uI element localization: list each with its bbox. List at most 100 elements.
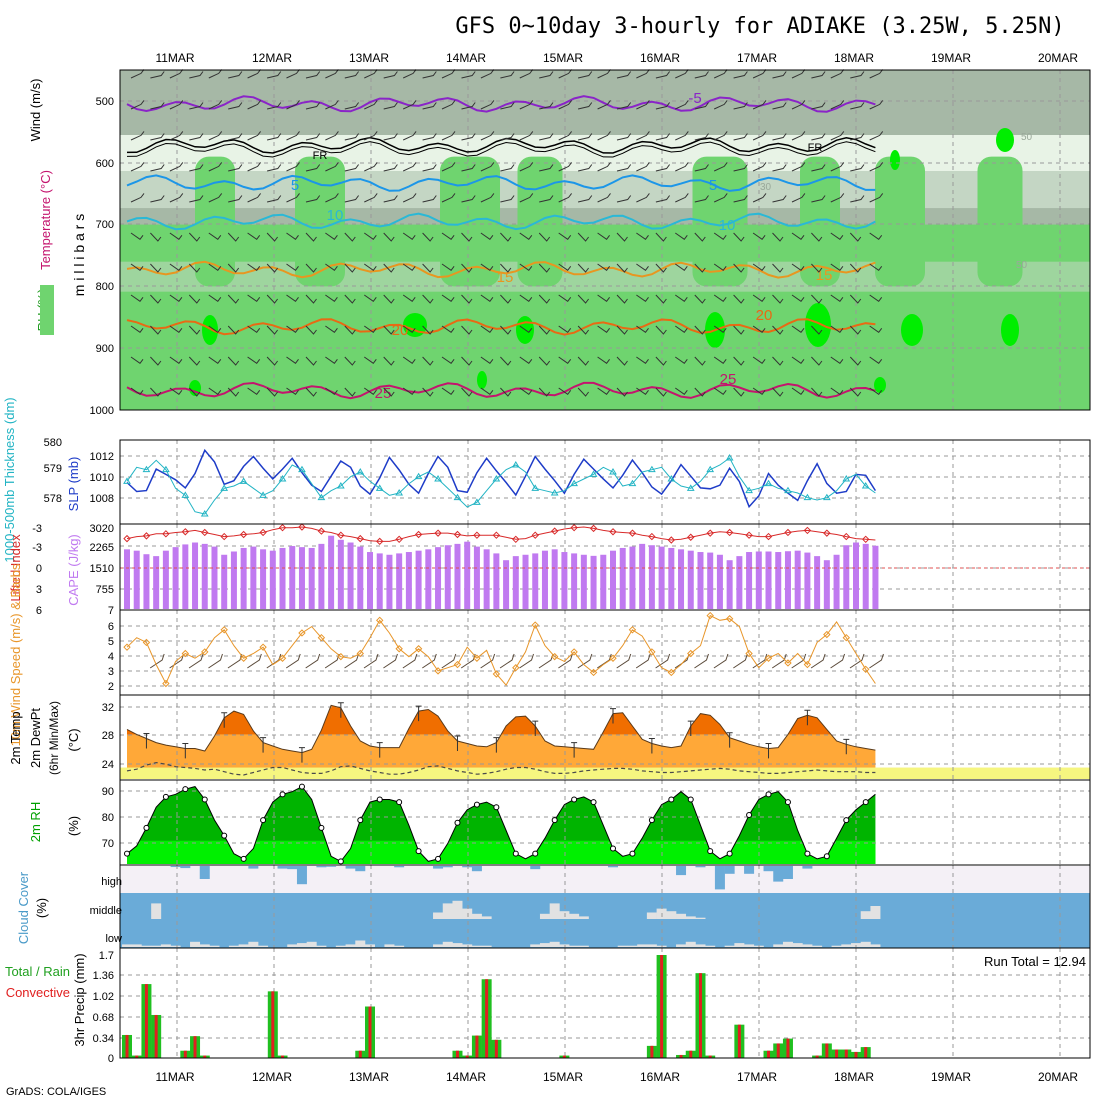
cloud-high-bar-20 xyxy=(316,866,327,868)
precip-convective-bar-25 xyxy=(368,1006,372,1058)
wind-barb xyxy=(402,263,416,271)
rh2-point-2 xyxy=(143,824,150,831)
precip-legend-total: Total / Rain xyxy=(5,964,70,979)
wind-barb xyxy=(227,356,240,366)
wind-barb xyxy=(772,356,784,366)
cloud-high-bar-13 xyxy=(248,866,259,869)
rh-blob-2 xyxy=(403,313,427,337)
lifted-index-point-34 xyxy=(453,530,462,539)
wind-barb xyxy=(577,232,589,242)
wind-barb xyxy=(422,294,434,304)
cloud-high-bar-32 xyxy=(433,866,444,869)
upper-air-legend-2: Wind (m/s) xyxy=(28,79,43,142)
wind-barb xyxy=(189,102,204,110)
cape-bar-63 xyxy=(736,556,743,609)
thickness-point-66 xyxy=(764,479,773,487)
wind-barb xyxy=(597,162,611,172)
slp-line xyxy=(126,448,877,509)
surface-wind-barb-37 xyxy=(480,653,496,669)
isotherm--5 xyxy=(126,95,876,113)
rh2-ytick-1: 80 xyxy=(102,812,114,824)
cloud-low-gap-19 xyxy=(306,941,317,947)
wind-barb xyxy=(480,131,495,141)
rh2-point-52 xyxy=(629,850,636,857)
wind-barb xyxy=(208,325,222,333)
rh-band-moist xyxy=(120,224,1090,410)
wind-speed-point-62 xyxy=(725,615,734,623)
wind-barb xyxy=(733,294,745,304)
wind-barb xyxy=(344,294,356,304)
wind-barb xyxy=(811,232,823,242)
thickness-point-56 xyxy=(667,475,676,482)
wind-barb xyxy=(441,193,456,203)
thickness-point-58 xyxy=(686,484,695,491)
wind-barb xyxy=(752,100,767,110)
surface-wind-barb-63 xyxy=(733,653,748,669)
wind-barb xyxy=(791,387,805,395)
date-label-top-9: 20MAR xyxy=(1038,51,1078,65)
rh2-point-46 xyxy=(571,796,578,803)
wind-barb xyxy=(266,356,278,366)
wind-barb xyxy=(558,387,572,395)
thickness-ytick-1: 579 xyxy=(44,463,62,475)
wind-barb xyxy=(130,387,144,395)
surface-wind-barb-45 xyxy=(558,653,573,669)
wind-barb xyxy=(713,100,728,110)
cape-bar-3 xyxy=(153,556,160,609)
wind-barb xyxy=(830,131,845,141)
rh2-point-20 xyxy=(318,824,325,831)
surface-wind-barb-31 xyxy=(422,653,437,669)
lifted-index-point-24 xyxy=(356,534,364,543)
lifted-index-point-40 xyxy=(512,535,520,544)
wind-barb xyxy=(227,325,240,335)
cape-bar-75 xyxy=(853,542,859,609)
wind-speed-point-38 xyxy=(492,670,501,678)
wind-barb xyxy=(441,232,455,240)
wind-barb xyxy=(286,356,299,364)
wind-barb xyxy=(286,193,300,203)
wind-barb xyxy=(364,131,378,141)
wind-barb xyxy=(713,387,727,395)
wind-speed-point-34 xyxy=(453,660,462,669)
wind-barb xyxy=(441,356,455,364)
cloud-high-bar-67 xyxy=(773,866,784,882)
wind-barb xyxy=(480,193,495,203)
thickness-point-36 xyxy=(473,498,481,505)
wind-ytick-1: 5 xyxy=(108,636,114,648)
date-label-bottom-3: 14MAR xyxy=(446,1070,486,1084)
li-ytick-2: 0 xyxy=(36,563,42,575)
wind-barb xyxy=(130,100,145,110)
wind-barb xyxy=(286,232,299,240)
wind-barb xyxy=(713,193,728,203)
wind-barb xyxy=(597,232,610,240)
precip-convective-bar-68 xyxy=(786,1038,790,1058)
cape-bar-49 xyxy=(600,554,607,609)
wind-barb xyxy=(519,131,534,141)
date-label-top-5: 16MAR xyxy=(640,51,680,65)
cloud-middle-gap-37 xyxy=(481,916,492,919)
wind-barb xyxy=(266,325,278,335)
cape-bar-20 xyxy=(318,543,325,609)
wind-barb xyxy=(169,325,183,333)
wind-ytick-0: 6 xyxy=(108,621,114,633)
wind-barb xyxy=(869,100,884,110)
wind-speed-point-20 xyxy=(317,633,326,642)
wind-barb xyxy=(539,195,554,203)
wind-speed-point-76 xyxy=(862,665,870,674)
wind-barb xyxy=(675,162,689,172)
wind-barb xyxy=(577,356,589,366)
wind-barb xyxy=(616,356,628,366)
thickness-point-38 xyxy=(492,475,501,482)
wind-barb xyxy=(694,356,706,366)
wind-speed-point-58 xyxy=(687,649,695,658)
cloud-low-gap-25 xyxy=(365,944,375,947)
wind-barb xyxy=(402,356,416,364)
wind-barb xyxy=(655,263,667,273)
cloud-low-gap-77 xyxy=(870,944,881,947)
cape-bar-47 xyxy=(580,554,587,609)
rh2-point-36 xyxy=(473,801,480,808)
wind-barb xyxy=(247,100,261,110)
cloud-low-gap-43 xyxy=(539,943,550,947)
precip-convective-bar-0 xyxy=(125,1034,129,1058)
temp-minmax-bar-50 xyxy=(610,708,616,724)
